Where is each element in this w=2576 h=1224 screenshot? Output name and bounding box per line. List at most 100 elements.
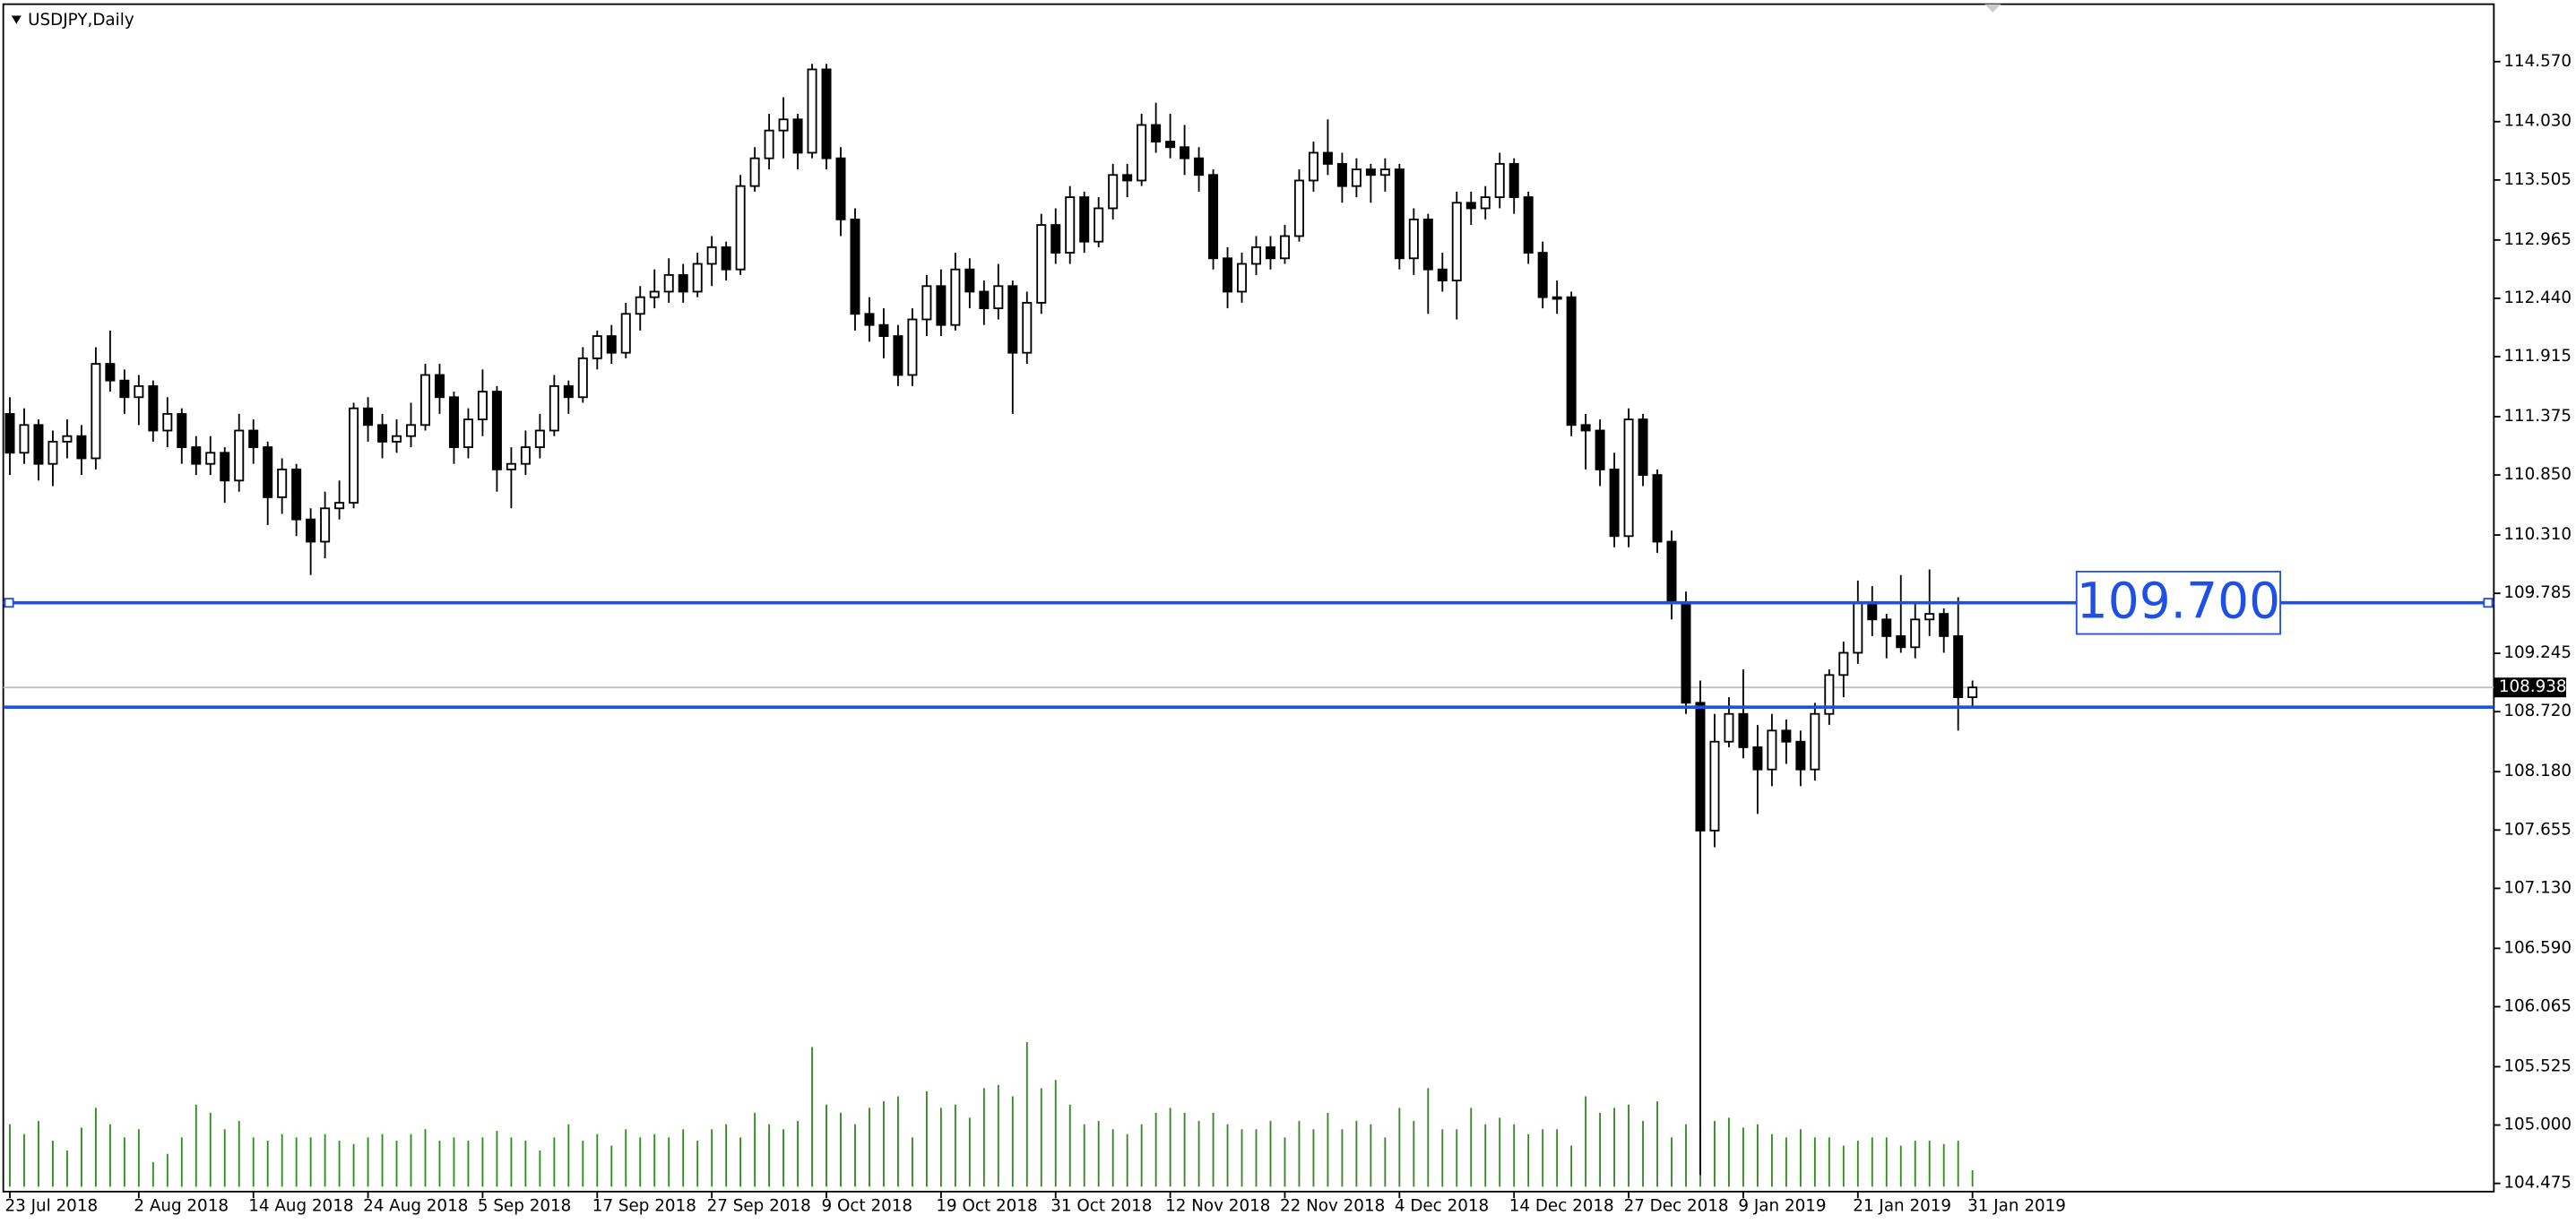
candle-body bbox=[1065, 196, 1076, 254]
candle-body bbox=[248, 429, 259, 449]
y-tick-label: 109.785 bbox=[2503, 583, 2572, 602]
x-tick-label: 31 Oct 2018 bbox=[1050, 1196, 1152, 1215]
y-tick-label: 107.655 bbox=[2503, 820, 2572, 839]
candle-body bbox=[1910, 618, 1921, 649]
line-handle bbox=[2483, 598, 2494, 608]
candle-body bbox=[807, 68, 817, 154]
candle-body bbox=[1810, 712, 1820, 771]
candle-body bbox=[964, 268, 975, 293]
candle-body bbox=[1279, 235, 1290, 260]
candle-body bbox=[277, 468, 288, 498]
candle-body bbox=[1251, 246, 1262, 265]
y-tick-label: 114.030 bbox=[2503, 112, 2572, 131]
candle-body bbox=[33, 424, 44, 465]
candle-body bbox=[749, 157, 760, 187]
y-tick-label: 112.440 bbox=[2503, 289, 2572, 307]
candle-body bbox=[1896, 634, 1906, 649]
candle-body bbox=[1595, 429, 1605, 470]
line-handle bbox=[4, 598, 14, 608]
candle-body bbox=[1924, 613, 1935, 621]
symbol-menu-arrow[interactable] bbox=[11, 15, 22, 24]
candle-body bbox=[936, 285, 947, 326]
candle-body bbox=[220, 452, 230, 482]
candle-body bbox=[1265, 246, 1275, 260]
candle-body bbox=[692, 263, 703, 293]
candle-body bbox=[1494, 162, 1505, 198]
candle-body bbox=[1137, 124, 1147, 182]
line-label: 109.700 bbox=[2077, 573, 2280, 630]
x-tick-label: 9 Oct 2018 bbox=[822, 1196, 913, 1215]
x-tick-label: 2 Aug 2018 bbox=[134, 1196, 229, 1215]
candle-body bbox=[563, 384, 574, 399]
candle-body bbox=[1853, 601, 1863, 654]
candle-body bbox=[993, 285, 1004, 309]
candle-body bbox=[921, 285, 932, 321]
candle-body bbox=[1695, 702, 1706, 832]
candle-body bbox=[878, 323, 889, 337]
bid-price-box bbox=[2494, 677, 2567, 698]
candle-body bbox=[363, 407, 374, 427]
x-tick-label: 27 Sep 2018 bbox=[707, 1196, 811, 1215]
candle-body bbox=[1365, 168, 1376, 177]
candle-body bbox=[1967, 686, 1978, 699]
x-tick-label: 22 Nov 2018 bbox=[1280, 1196, 1385, 1215]
y-tick-label: 113.505 bbox=[2503, 170, 2572, 189]
candle-body bbox=[1867, 601, 1878, 621]
candle-body bbox=[48, 440, 58, 465]
candle-body bbox=[177, 412, 187, 449]
candle-body bbox=[506, 462, 516, 470]
candle-body bbox=[1652, 474, 1663, 543]
candle-body bbox=[893, 335, 903, 376]
candle-body bbox=[462, 418, 473, 449]
candle-body bbox=[1709, 740, 1720, 832]
candle-body bbox=[1422, 218, 1433, 271]
candle-body bbox=[1767, 729, 1777, 771]
candle-body bbox=[1724, 712, 1734, 743]
candle-body bbox=[792, 118, 803, 154]
y-tick-label: 108.180 bbox=[2503, 762, 2572, 780]
candle-body bbox=[1308, 151, 1318, 182]
y-tick-label: 104.475 bbox=[2503, 1174, 2572, 1193]
candle-body bbox=[1480, 196, 1491, 210]
candle-body bbox=[377, 424, 388, 443]
candle-body bbox=[1094, 207, 1104, 243]
candle-body bbox=[134, 384, 144, 399]
candle-body bbox=[1108, 174, 1119, 210]
candle-body bbox=[105, 363, 116, 382]
candle-body bbox=[1022, 301, 1033, 354]
candle-body bbox=[1752, 746, 1763, 771]
candle-body bbox=[234, 429, 245, 482]
candle-body bbox=[1552, 296, 1562, 300]
candle-body bbox=[1223, 257, 1233, 293]
candle-body bbox=[334, 502, 345, 510]
candle-body bbox=[850, 218, 860, 315]
candle-body bbox=[1079, 196, 1090, 243]
candle-body bbox=[1824, 674, 1835, 715]
candle-body bbox=[1194, 157, 1205, 177]
candle-body bbox=[62, 435, 73, 443]
x-tick-label: 23 Jul 2018 bbox=[4, 1196, 98, 1215]
candle-body bbox=[1394, 168, 1405, 260]
candle-body bbox=[406, 424, 417, 437]
x-tick-label: 24 Aug 2018 bbox=[363, 1196, 468, 1215]
candle-body bbox=[1465, 202, 1476, 210]
candle-body bbox=[119, 379, 130, 399]
candle-body bbox=[1537, 252, 1548, 298]
candle-body bbox=[663, 273, 674, 293]
shift-marker bbox=[1984, 4, 2001, 13]
candle-body bbox=[907, 318, 918, 376]
candle-body bbox=[721, 246, 731, 271]
y-tick-label: 107.130 bbox=[2503, 878, 2572, 897]
y-tick-label: 110.850 bbox=[2503, 465, 2572, 484]
candle-body bbox=[205, 452, 216, 465]
candle-body bbox=[1451, 202, 1462, 281]
candle-body bbox=[1351, 168, 1361, 187]
candle-body bbox=[1795, 740, 1806, 771]
candle-body bbox=[1781, 729, 1792, 743]
candle-body bbox=[1508, 162, 1519, 198]
x-tick-label: 12 Nov 2018 bbox=[1165, 1196, 1270, 1215]
candle-body bbox=[1580, 424, 1591, 432]
candle-body bbox=[191, 446, 202, 465]
candle-body bbox=[1050, 224, 1061, 254]
candle-body bbox=[577, 357, 588, 399]
